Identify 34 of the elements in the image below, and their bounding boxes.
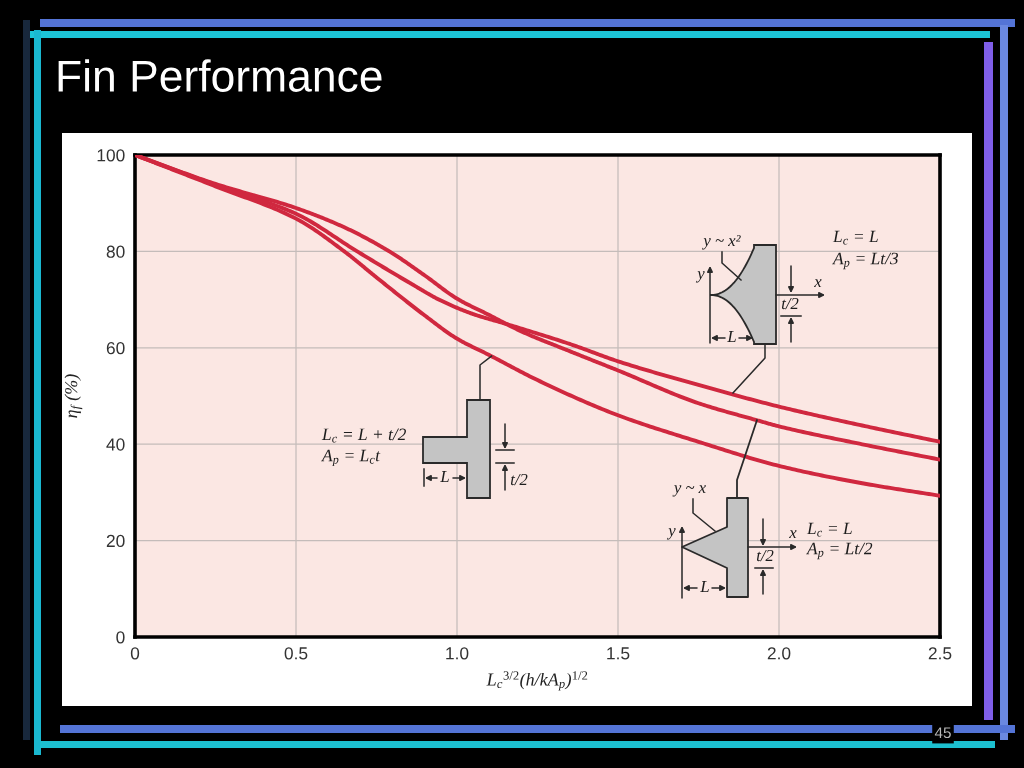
x-axis-title: L$_{c}$$^{3/2}$(h/kA$_{p}$)$^{1/2}$: [486, 671, 588, 691]
y-tick-label: 40: [106, 438, 125, 451]
annotation: L: [440, 471, 449, 483]
y-tick-label: 60: [106, 341, 125, 355]
annotation: t/2: [781, 297, 799, 310]
annotation: y: [666, 528, 676, 540]
x-tick-label: 1.5: [607, 647, 630, 660]
y-tick-label: 20: [106, 534, 125, 548]
x-tick-label: 0: [130, 647, 140, 660]
annotation: x: [814, 279, 822, 288]
y-tick-label: 80: [106, 245, 125, 258]
y-tick-label: 0: [116, 631, 125, 644]
y-tick-label: 100: [97, 149, 125, 162]
x-tick-label: 2.5: [928, 647, 952, 660]
annotation: L$_{c}$ = L: [806, 522, 852, 537]
annotation: t/2: [756, 549, 774, 562]
annotation: L$_{c}$ = L + t/2: [321, 428, 406, 443]
annotation: A$_{p}$ = Lt/3: [832, 252, 898, 270]
annotation: y: [695, 271, 705, 283]
annotation: L$_{c}$ = L: [832, 230, 878, 245]
y-axis-title: η$_{f}$ (%): [64, 374, 83, 418]
annotation: x: [789, 530, 797, 539]
annotation: A$_{p}$ = Lt/2: [806, 542, 873, 560]
annotation: A$_{p}$ = L$_{c}$t: [321, 449, 381, 467]
x-tick-label: 1.0: [446, 647, 469, 660]
text: 45: [934, 727, 951, 739]
annotation: t/2: [510, 473, 528, 486]
chart-title: Fin Performance: [58, 59, 382, 92]
annotation: L: [727, 331, 736, 343]
annotation: L: [700, 581, 709, 593]
x-tick-label: 0.5: [284, 647, 308, 660]
annotation: y ~ x: [672, 485, 706, 497]
x-tick-label: 2.0: [767, 647, 791, 660]
annotation: y ~ x²: [702, 234, 741, 250]
